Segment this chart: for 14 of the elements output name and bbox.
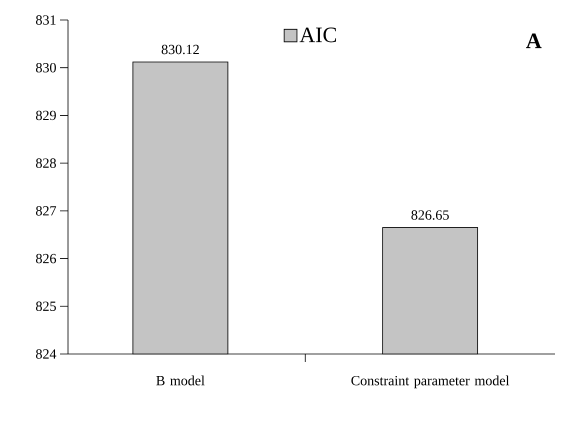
y-tick-label: 825 <box>36 302 56 311</box>
y-tick-label: 824 <box>36 349 56 359</box>
y-tick-label: 826 <box>36 254 56 264</box>
legend-label: AIC <box>300 28 336 42</box>
x-tick-label: B model <box>156 376 205 386</box>
data-label: 830.12 <box>162 44 199 54</box>
x-tick-label: Constraint parameter model <box>351 376 510 388</box>
y-tick-label: 827 <box>36 206 56 216</box>
y-tick-label: 830 <box>36 62 56 72</box>
y-tick-label: 828 <box>36 158 56 168</box>
annotation: A <box>526 34 542 48</box>
y-tick-label: 831 <box>36 15 56 25</box>
y-tick-label: 829 <box>36 110 56 120</box>
data-label: 826.65 <box>411 210 449 220</box>
